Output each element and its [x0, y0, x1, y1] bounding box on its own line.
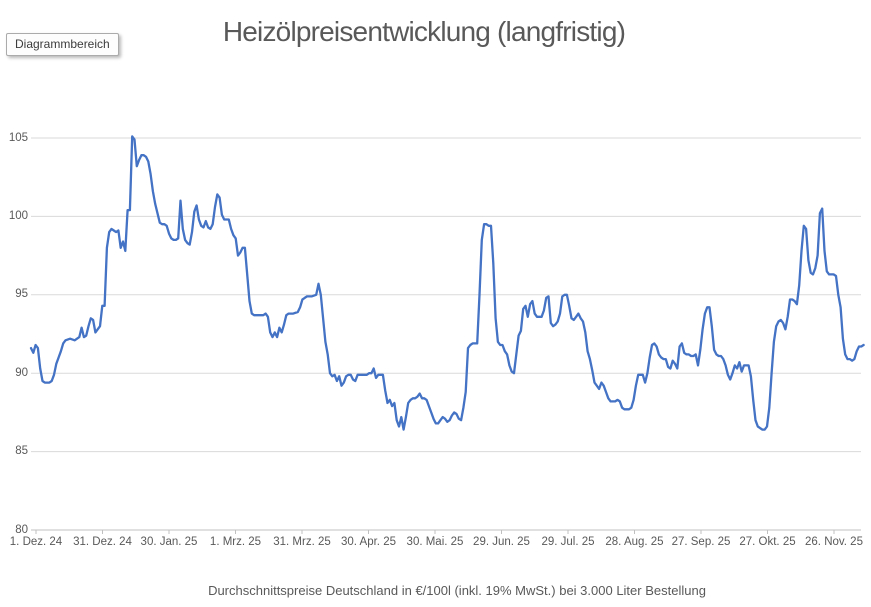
y-axis-label: 100 — [8, 209, 28, 222]
y-axis-label: 105 — [8, 131, 28, 144]
y-axis-label: 80 — [15, 523, 28, 536]
x-axis-label: 29. Jul. 25 — [541, 536, 595, 548]
x-axis-label: 27. Sep. 25 — [671, 536, 731, 548]
chart-footnote: Durchschnittspreise Deutschland in €/100… — [208, 583, 706, 598]
y-axis-label: 95 — [15, 288, 28, 301]
y-axis-label: 85 — [15, 445, 28, 458]
x-axis-label: 28. Aug. 25 — [605, 536, 664, 548]
x-axis-label: 31. Dez. 24 — [73, 536, 132, 548]
x-axis-label: 30. Jan. 25 — [140, 536, 198, 548]
x-axis-label: 27. Okt. 25 — [739, 536, 796, 548]
x-axis-label: 1. Dez. 24 — [9, 536, 63, 548]
y-axis-label: 90 — [15, 366, 28, 379]
x-axis-label: 29. Jun. 25 — [473, 536, 530, 548]
x-axis-label: 30. Mai. 25 — [406, 536, 464, 548]
x-axis-label: 26. Nov. 25 — [805, 536, 863, 548]
chart-title: Heizölpreisentwicklung (langfristig) — [222, 16, 626, 47]
x-axis-label: 30. Apr. 25 — [341, 536, 396, 548]
chart-area-tooltip: Diagrammbereich — [6, 33, 119, 56]
x-axis-label: 1. Mrz. 25 — [209, 536, 262, 548]
x-axis-label: 31. Mrz. 25 — [273, 536, 331, 548]
